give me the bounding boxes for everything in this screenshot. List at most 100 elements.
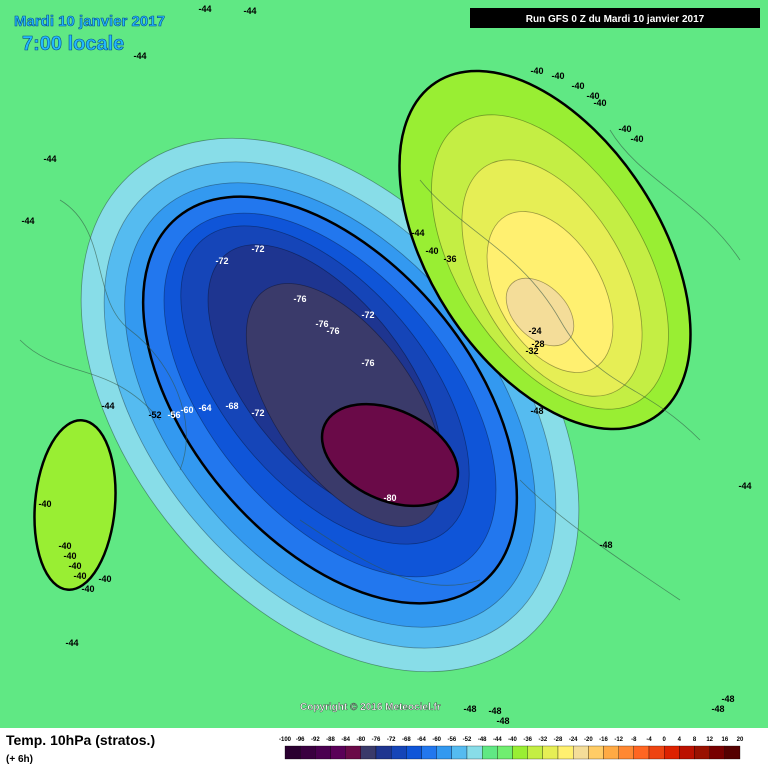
- colorbar-tick-label: -52: [463, 737, 472, 743]
- colorbar-swatch: [527, 745, 543, 760]
- run-info: Run GFS 0 Z du Mardi 10 janvier 2017: [526, 14, 705, 25]
- contour-label: -76: [326, 326, 339, 336]
- colorbar-tick-label: -88: [326, 737, 335, 743]
- contour-label: -40: [73, 571, 86, 581]
- colorbar-tick-label: -56: [447, 737, 456, 743]
- contour-label: -40: [593, 98, 606, 108]
- colorbar-tick-label: -72: [387, 737, 396, 743]
- contour-label: -44: [411, 228, 424, 238]
- contour-label: -40: [81, 584, 94, 594]
- contour-label: -80: [383, 493, 396, 503]
- run-box: [470, 8, 760, 28]
- colorbar-swatch: [603, 745, 619, 760]
- contour-label: -48: [530, 406, 543, 416]
- colorbar-swatch: [588, 745, 604, 760]
- contour-label: -40: [551, 71, 564, 81]
- colorbar-tick-label: -100: [279, 737, 292, 743]
- colorbar-swatch: [618, 745, 634, 760]
- colorbar-swatch: [375, 745, 392, 760]
- colorbar-swatch: [497, 745, 513, 760]
- colorbar-swatch: [664, 745, 680, 760]
- colorbar-tick-label: -20: [584, 737, 593, 743]
- colorbar-tick-label: -96: [296, 737, 305, 743]
- temperature-band: [33, 419, 117, 591]
- colorbar-tick-label: -24: [569, 737, 578, 743]
- colorbar-tick-label: -32: [538, 737, 547, 743]
- colorbar-tick-label: -84: [341, 737, 350, 743]
- temperature-band: [320, 402, 460, 508]
- colorbar-swatch: [300, 745, 316, 760]
- colorbar-tick-label: -68: [402, 737, 411, 743]
- contour-label: -76: [293, 294, 306, 304]
- contour-label: -44: [21, 216, 34, 226]
- colorbar-swatch: [724, 745, 741, 760]
- contour-label: -76: [315, 319, 328, 329]
- contour-label: -48: [496, 716, 509, 726]
- contour-label: -44: [43, 154, 56, 164]
- contour-label: -40: [630, 134, 643, 144]
- contour-label: -40: [425, 246, 438, 256]
- colorbar-swatch: [315, 745, 331, 760]
- colorbar-swatch: [542, 745, 559, 760]
- contour-label: -72: [215, 256, 228, 266]
- contour-label: -72: [251, 244, 264, 254]
- colorbar-tick-label: 20: [737, 737, 744, 743]
- colorbar-swatch: [482, 745, 498, 760]
- colorbar-swatch: [330, 745, 346, 760]
- contour-label: -40: [58, 541, 71, 551]
- colorbar-tick-label: 12: [706, 737, 713, 743]
- contour-label: -40: [530, 66, 543, 76]
- colorbar-tick-label: -8: [631, 737, 637, 743]
- colorbar-tick-label: -28: [554, 737, 563, 743]
- contour-label: -36: [443, 254, 456, 264]
- lead-time: (+ 6h): [6, 754, 33, 765]
- contour-label: -44: [243, 6, 256, 16]
- colorbar-tick-label: -44: [493, 737, 502, 743]
- colorbar-tick-label: -80: [356, 737, 365, 743]
- colorbar-tick-label: -76: [372, 737, 381, 743]
- colorbar-tick-label: 16: [721, 737, 728, 743]
- colorbar-tick-label: -92: [311, 737, 320, 743]
- colorbar-swatch: [466, 745, 483, 760]
- colorbar-tick-label: 0: [662, 737, 666, 743]
- field-name: Temp. 10hPa (stratos.): [6, 732, 155, 748]
- date-title: Mardi 10 janvier 2017: [14, 13, 165, 30]
- contour-label: -60: [180, 405, 193, 415]
- contour-labels: -44 -44-44-44-44-44-44-44-44-40 -40-40-40-…: [21, 4, 751, 726]
- contour-label: -76: [361, 358, 374, 368]
- contour-label: -28: [531, 339, 544, 349]
- colorbar-tick-label: -60: [432, 737, 441, 743]
- contour-label: -48: [488, 706, 501, 716]
- contour-label: -48: [463, 704, 476, 714]
- contour-label: -40: [63, 551, 76, 561]
- contour-label: -48: [711, 704, 724, 714]
- contour-label: -68: [225, 401, 238, 411]
- contour-label: -32: [525, 346, 538, 356]
- colorbar-swatch: [512, 745, 528, 760]
- contour-label: -52: [148, 410, 161, 420]
- colorbar-swatch: [345, 745, 361, 760]
- coast-line: [19, 129, 741, 601]
- contour-label: -48: [599, 540, 612, 550]
- colorbar-tick-label: -36: [523, 737, 532, 743]
- colorbar-tick-label: -40: [508, 737, 517, 743]
- colorbar-swatch: [436, 745, 452, 760]
- contour-label: -44: [101, 401, 114, 411]
- colorbar-swatch: [633, 745, 650, 760]
- colorbar-tick-label: 4: [678, 737, 682, 743]
- copyright: Copyright © 2016 Meteociel.fr: [300, 702, 441, 713]
- contour-label: -40: [571, 81, 584, 91]
- colorbar: -100 -96 -92 -88 -84 -80 -76 -72 -68 -64 -60 -56 -52…: [279, 737, 744, 760]
- contour-label: -72: [361, 310, 374, 320]
- contour-label: -40: [98, 574, 111, 584]
- colorbar-tick-label: 8: [693, 737, 697, 743]
- colorbar-tick-label: -12: [614, 737, 623, 743]
- colorbar-tick-label: -16: [599, 737, 608, 743]
- colorbar-swatch: [360, 745, 377, 760]
- contour-label: -44: [65, 638, 78, 648]
- contour-label: -40: [586, 91, 599, 101]
- contour-label: -64: [198, 403, 211, 413]
- contour-label: -44: [198, 4, 211, 14]
